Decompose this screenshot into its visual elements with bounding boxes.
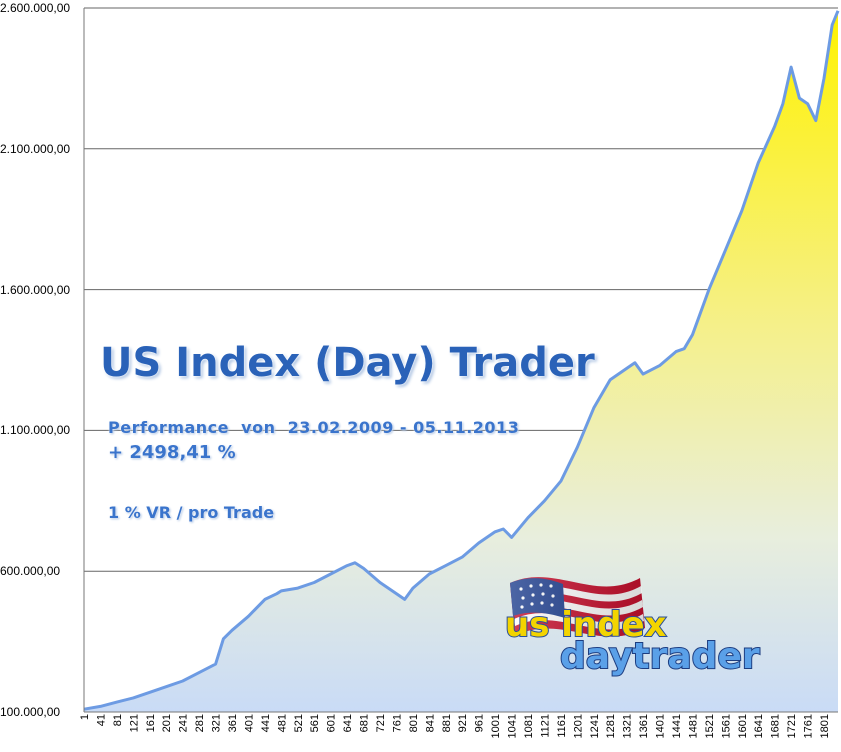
equity-area — [84, 10, 838, 713]
x-tick-label: 1521 — [704, 714, 716, 738]
x-tick-label: 561 — [309, 714, 321, 732]
x-tick-label: 1321 — [622, 714, 634, 738]
x-tick-label: 801 — [408, 714, 420, 732]
x-tick-label: 1041 — [507, 714, 519, 738]
x-tick-label: 1121 — [539, 714, 551, 738]
x-tick-label: 1601 — [737, 714, 749, 738]
x-tick-label: 1761 — [803, 714, 815, 738]
x-tick-label: 1481 — [687, 714, 699, 738]
logo-word-daytrader: daytrader — [560, 636, 760, 677]
performance-percent: + 2498,41 % — [108, 442, 236, 463]
x-tick-label: 1401 — [655, 714, 667, 738]
x-tick-label: 1801 — [819, 714, 831, 738]
x-tick-label: 1161 — [556, 714, 568, 738]
x-tick-label: 1001 — [490, 714, 502, 738]
x-tick-label: 761 — [391, 714, 403, 732]
x-tick-label: 401 — [243, 714, 255, 732]
equity-line — [83, 10, 840, 711]
x-tick-label: 1361 — [638, 714, 650, 738]
y-tick-label: 2.600.000,00 — [0, 1, 71, 15]
x-tick-label: 521 — [293, 714, 305, 732]
us-index-daytrader-logo: us index daytrader — [504, 577, 761, 678]
x-tick-label: 41 — [95, 714, 107, 726]
chart-overlay-title: US Index (Day) Trader — [100, 340, 595, 386]
x-tick-label: 881 — [441, 714, 453, 732]
x-tick-label: 481 — [276, 714, 288, 732]
x-tick-label: 1641 — [753, 714, 765, 738]
x-tick-label: 121 — [128, 714, 140, 732]
x-tick-label: 641 — [342, 714, 354, 732]
x-tick-label: 1241 — [589, 714, 601, 738]
x-tick-label: 321 — [211, 714, 223, 732]
x-tick-label: 681 — [359, 714, 371, 732]
x-tick-label: 921 — [457, 714, 469, 732]
risk-per-trade: 1 % VR / pro Trade — [108, 503, 275, 522]
x-tick-label: 601 — [326, 714, 338, 732]
x-tick-label: 161 — [145, 714, 157, 732]
x-tick-label: 1281 — [605, 714, 617, 738]
performance-period: Performance von 23.02.2009 - 05.11.2013 — [108, 418, 520, 437]
x-tick-label: 1201 — [572, 714, 584, 738]
x-tick-label: 441 — [260, 714, 272, 732]
logo-word-usindex: us index — [505, 605, 667, 645]
y-tick-label: 2.100.000,00 — [0, 141, 71, 156]
x-tick-labels: 1 41 81 121 161 201 241 281 321 361 401 441 481 521 56… — [79, 714, 831, 738]
x-tick-label: 201 — [161, 714, 173, 732]
y-tick-label: 600.000,00 — [0, 564, 61, 579]
x-tick-label: 1441 — [671, 714, 683, 738]
x-tick-label: 1681 — [770, 714, 782, 738]
us-flag-icon — [510, 577, 645, 637]
x-tick-label: 241 — [178, 714, 190, 732]
y-tick-label: 100.000,00 — [0, 705, 61, 719]
x-tick-label: 841 — [424, 714, 436, 732]
y-tick-label: 1.600.000,00 — [0, 282, 71, 297]
x-tick-label: 961 — [474, 714, 486, 732]
x-tick-label: 81 — [112, 714, 124, 726]
x-tick-label: 1081 — [523, 714, 535, 738]
x-tick-label: 361 — [227, 714, 239, 732]
x-tick-label: 1721 — [786, 714, 798, 738]
x-tick-label: 1561 — [720, 714, 732, 738]
x-tick-label: 1 — [79, 714, 91, 720]
y-tick-label: 1.100.000,00 — [0, 423, 71, 438]
x-tick-label: 281 — [194, 714, 206, 732]
x-tick-label: 721 — [375, 714, 387, 732]
